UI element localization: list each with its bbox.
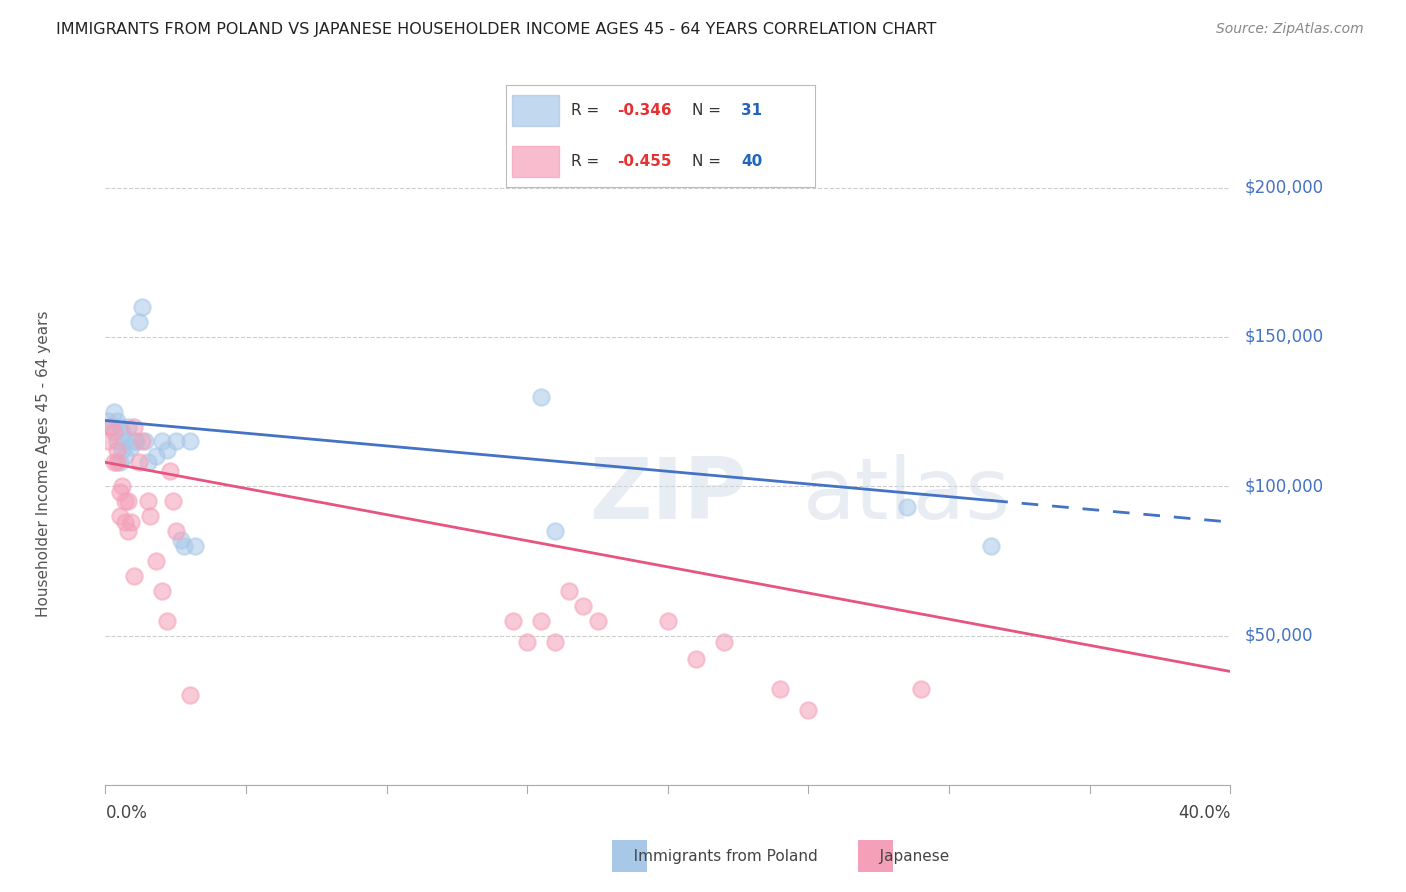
Point [108, 509, 131, 524]
Point [103, 425, 125, 440]
Point [159, 464, 181, 478]
Point [170, 533, 193, 547]
Point [150, 583, 173, 598]
Point [165, 524, 187, 538]
Point [105, 455, 128, 469]
Point [145, 554, 167, 568]
Text: 31: 31 [741, 103, 762, 118]
Point [184, 539, 207, 553]
Point [131, 434, 153, 449]
Point [114, 494, 136, 508]
Point [111, 443, 134, 458]
Point [120, 441, 142, 455]
Point [114, 450, 136, 464]
Point [797, 703, 820, 717]
Point [105, 434, 128, 449]
Point [103, 455, 125, 469]
Text: N =: N = [692, 103, 725, 118]
Text: Householder Income Ages 45 - 64 years: Householder Income Ages 45 - 64 years [37, 310, 51, 617]
Text: IMMIGRANTS FROM POLAND VS JAPANESE HOUSEHOLDER INCOME AGES 45 - 64 YEARS CORRELA: IMMIGRANTS FROM POLAND VS JAPANESE HOUSE… [56, 22, 936, 37]
Point [530, 390, 553, 404]
Bar [512, 146, 558, 177]
Point [100, 419, 122, 434]
Point [105, 443, 128, 458]
Text: R =: R = [571, 103, 605, 118]
Point [516, 634, 538, 648]
Point [100, 419, 122, 434]
Point [134, 434, 156, 449]
Point [108, 419, 131, 434]
Point [713, 634, 735, 648]
Point [117, 419, 139, 434]
Point [558, 583, 581, 598]
Text: 0.0%: 0.0% [105, 805, 148, 822]
Text: 40: 40 [741, 154, 762, 169]
Point [586, 614, 609, 628]
Point [108, 455, 131, 469]
Point [108, 485, 131, 500]
Point [136, 494, 159, 508]
Point [122, 569, 145, 583]
Point [156, 443, 179, 458]
Point [544, 524, 567, 538]
Text: Japanese: Japanese [865, 849, 949, 863]
Point [769, 682, 792, 697]
Point [105, 413, 128, 427]
Point [162, 494, 184, 508]
Point [97, 434, 120, 449]
Point [111, 479, 134, 493]
Point [122, 419, 145, 434]
Point [910, 682, 932, 697]
Point [502, 614, 524, 628]
Text: N =: N = [692, 154, 725, 169]
Point [122, 434, 145, 449]
Point [896, 500, 918, 515]
Point [117, 524, 139, 538]
Text: $50,000: $50,000 [1244, 626, 1313, 645]
Text: Source: ZipAtlas.com: Source: ZipAtlas.com [1216, 22, 1364, 37]
Text: -0.346: -0.346 [617, 103, 672, 118]
Point [120, 515, 142, 529]
Point [114, 434, 136, 449]
Point [572, 599, 595, 613]
Point [179, 434, 201, 449]
Text: 40.0%: 40.0% [1178, 805, 1230, 822]
Point [136, 455, 159, 469]
Text: $200,000: $200,000 [1244, 178, 1323, 196]
Text: atlas: atlas [803, 454, 1011, 538]
Point [156, 614, 179, 628]
Bar [512, 95, 558, 126]
Point [114, 515, 136, 529]
Point [125, 434, 148, 449]
Point [117, 494, 139, 508]
Point [139, 509, 162, 524]
Point [165, 434, 187, 449]
Point [544, 634, 567, 648]
Text: Immigrants from Poland: Immigrants from Poland [619, 849, 817, 863]
Text: $150,000: $150,000 [1244, 328, 1323, 346]
Point [131, 300, 153, 314]
Point [128, 455, 150, 469]
Point [685, 652, 707, 666]
Point [179, 689, 201, 703]
Point [97, 413, 120, 427]
Text: ZIP: ZIP [589, 454, 747, 538]
Point [111, 425, 134, 440]
Text: $100,000: $100,000 [1244, 477, 1323, 495]
Point [103, 404, 125, 418]
Point [128, 315, 150, 329]
Point [173, 539, 195, 553]
Text: -0.455: -0.455 [617, 154, 672, 169]
Point [980, 539, 1002, 553]
Point [145, 450, 167, 464]
Point [150, 434, 173, 449]
Text: R =: R = [571, 154, 605, 169]
Point [530, 614, 553, 628]
Point [657, 614, 679, 628]
